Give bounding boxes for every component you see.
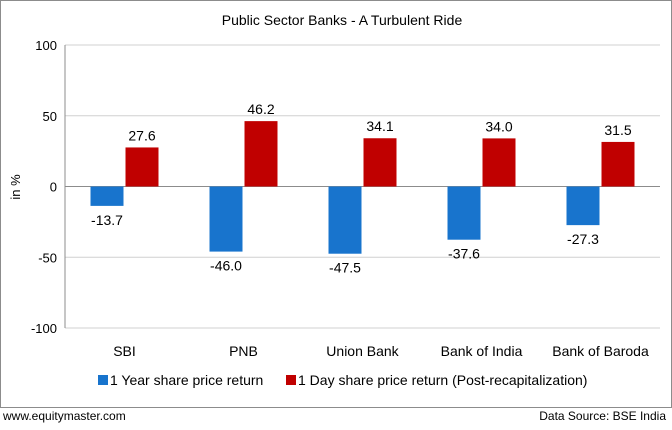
bar-one-year-return — [209, 186, 243, 252]
legend: 1 Year share price return 1 Day share pri… — [98, 372, 587, 388]
data-label: -46.0 — [210, 258, 242, 274]
y-tick-label: 100 — [35, 38, 57, 53]
y-axis-label: in % — [8, 174, 23, 200]
bar-chart: Public Sector Banks - A Turbulent Ride 1… — [8, 12, 660, 388]
data-label: -13.7 — [91, 212, 123, 228]
legend-label: 1 Day share price return (Post-recapital… — [298, 372, 587, 388]
data-label: 34.1 — [366, 118, 393, 134]
legend-swatch — [98, 375, 108, 385]
y-tick-label: -50 — [38, 250, 57, 265]
data-label: -27.3 — [567, 231, 599, 247]
x-category-label: Union Bank — [326, 343, 399, 359]
bar-one-year-return — [447, 186, 481, 240]
legend-swatch — [286, 375, 296, 385]
data-label: 31.5 — [604, 122, 631, 138]
footer-data-source: Data Source: BSE India — [539, 409, 666, 423]
bar-one-year-return — [90, 186, 124, 206]
data-label: -37.6 — [448, 246, 480, 262]
data-label: 46.2 — [247, 101, 274, 117]
data-label: 34.0 — [485, 118, 512, 134]
y-tick-label: -100 — [31, 321, 57, 336]
x-category-label: Bank of India — [441, 343, 523, 359]
data-label: -47.5 — [329, 260, 361, 276]
y-tick-label: 50 — [43, 109, 57, 124]
chart-title: Public Sector Banks - A Turbulent Ride — [222, 12, 463, 28]
y-tick-label: 0 — [50, 180, 57, 195]
bar-one-day-return — [244, 121, 278, 187]
bar-one-day-return — [482, 138, 516, 187]
x-category-label: SBI — [113, 343, 136, 359]
footer-source-site: www.equitymaster.com — [3, 409, 126, 423]
data-label: 27.6 — [128, 127, 155, 143]
x-category-label: Bank of Baroda — [552, 343, 649, 359]
bar-one-day-return — [363, 138, 397, 187]
bar-one-year-return — [566, 186, 600, 226]
bar-one-day-return — [601, 141, 635, 187]
bar-one-year-return — [328, 186, 362, 254]
x-category-label: PNB — [229, 343, 258, 359]
legend-label: 1 Year share price return — [110, 372, 263, 388]
bar-one-day-return — [125, 147, 159, 187]
